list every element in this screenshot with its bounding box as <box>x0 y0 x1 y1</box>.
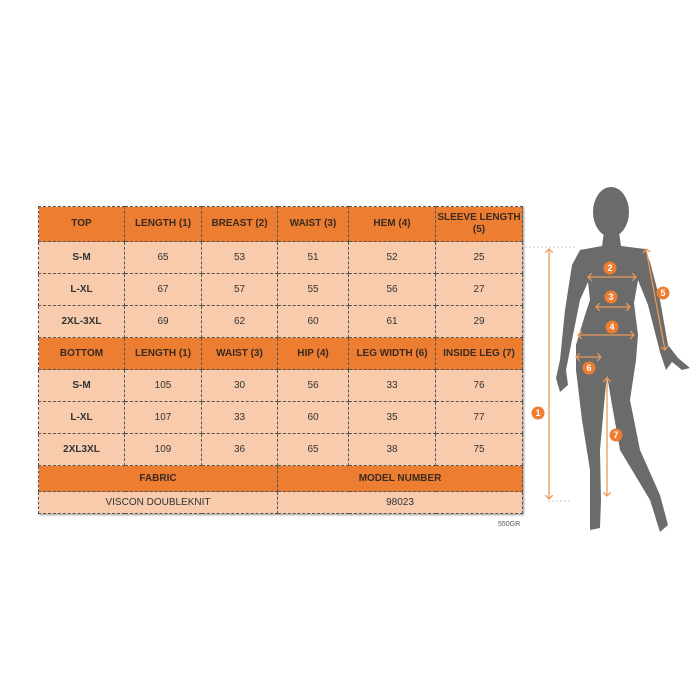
value-cell: 56 <box>277 369 349 402</box>
header-row: BOTTOM LENGTH (1) WAIST (3) HIP (4) LEG WIDT… <box>38 337 523 370</box>
column-header: WAIST (3) <box>201 337 278 370</box>
column-header: LEG WIDTH (6) <box>348 337 436 370</box>
value-cell: 60 <box>277 401 349 434</box>
table-row: 2XL-3XL 69 62 60 61 29 <box>38 305 523 338</box>
table-row: VISCON DOUBLEKNIT 98023 <box>38 491 523 514</box>
value-cell: 36 <box>201 433 278 466</box>
value-cell: 38 <box>348 433 436 466</box>
fabric-header: FABRIC <box>38 465 278 492</box>
column-header: TOP <box>38 206 125 242</box>
marker-7: 7 <box>609 428 623 442</box>
svg-text:2: 2 <box>607 263 612 273</box>
marker-6: 6 <box>582 361 596 375</box>
value-cell: 60 <box>277 305 349 338</box>
svg-text:7: 7 <box>613 430 618 440</box>
value-cell: 25 <box>435 241 523 274</box>
arrow-sleeve <box>646 249 665 350</box>
value-cell: 75 <box>435 433 523 466</box>
column-header: BREAST (2) <box>201 206 278 242</box>
size-cell: L-XL <box>38 273 125 306</box>
table-row: FABRIC MODEL NUMBER <box>38 465 523 492</box>
table-row: S-M 65 53 51 52 25 <box>38 241 523 274</box>
value-cell: 62 <box>201 305 278 338</box>
svg-text:6: 6 <box>586 363 591 373</box>
table-row: L-XL 107 33 60 35 77 <box>38 401 523 434</box>
column-header: BOTTOM <box>38 337 125 370</box>
svg-text:4: 4 <box>609 322 614 332</box>
table-row: S-M 105 30 56 33 76 <box>38 369 523 402</box>
marker-1: 1 <box>531 406 545 420</box>
value-cell: 61 <box>348 305 436 338</box>
column-header: WAIST (3) <box>277 206 349 242</box>
value-cell: 51 <box>277 241 349 274</box>
weight-label: 550GR <box>498 521 521 528</box>
column-header: SLEEVE LENGTH (5) <box>435 206 523 242</box>
column-header: HEM (4) <box>348 206 436 242</box>
size-table: TOP LENGTH (1) BREAST (2) WAIST (3) HEM (4) S… <box>38 206 523 514</box>
value-cell: 52 <box>348 241 436 274</box>
marker-5: 5 <box>656 286 670 300</box>
value-cell: 109 <box>124 433 202 466</box>
value-cell: 29 <box>435 305 523 338</box>
value-cell: 33 <box>348 369 436 402</box>
header-row: TOP LENGTH (1) BREAST (2) WAIST (3) HEM (4) S… <box>38 206 523 242</box>
value-cell: 33 <box>201 401 278 434</box>
silhouette <box>556 187 690 532</box>
value-cell: 65 <box>124 241 202 274</box>
marker-3: 3 <box>604 290 618 304</box>
svg-text:5: 5 <box>660 288 665 298</box>
column-header: INSIDE LEG (7) <box>435 337 523 370</box>
value-cell: 69 <box>124 305 202 338</box>
value-cell: 65 <box>277 433 349 466</box>
size-cell: 2XL3XL <box>38 433 125 466</box>
value-cell: 30 <box>201 369 278 402</box>
value-cell: 77 <box>435 401 523 434</box>
model-header: MODEL NUMBER <box>277 465 523 492</box>
value-cell: 67 <box>124 273 202 306</box>
model-number: 98023 <box>277 491 523 514</box>
svg-text:3: 3 <box>608 292 613 302</box>
value-cell: 27 <box>435 273 523 306</box>
fabric-value: VISCON DOUBLEKNIT <box>38 491 278 514</box>
marker-2: 2 <box>603 261 617 275</box>
size-cell: S-M <box>38 241 125 274</box>
marker-4: 4 <box>605 320 619 334</box>
value-cell: 53 <box>201 241 278 274</box>
value-cell: 57 <box>201 273 278 306</box>
column-header: HIP (4) <box>277 337 349 370</box>
value-cell: 105 <box>124 369 202 402</box>
svg-text:1: 1 <box>535 408 540 418</box>
value-cell: 76 <box>435 369 523 402</box>
table-row: 2XL3XL 109 36 65 38 75 <box>38 433 523 466</box>
